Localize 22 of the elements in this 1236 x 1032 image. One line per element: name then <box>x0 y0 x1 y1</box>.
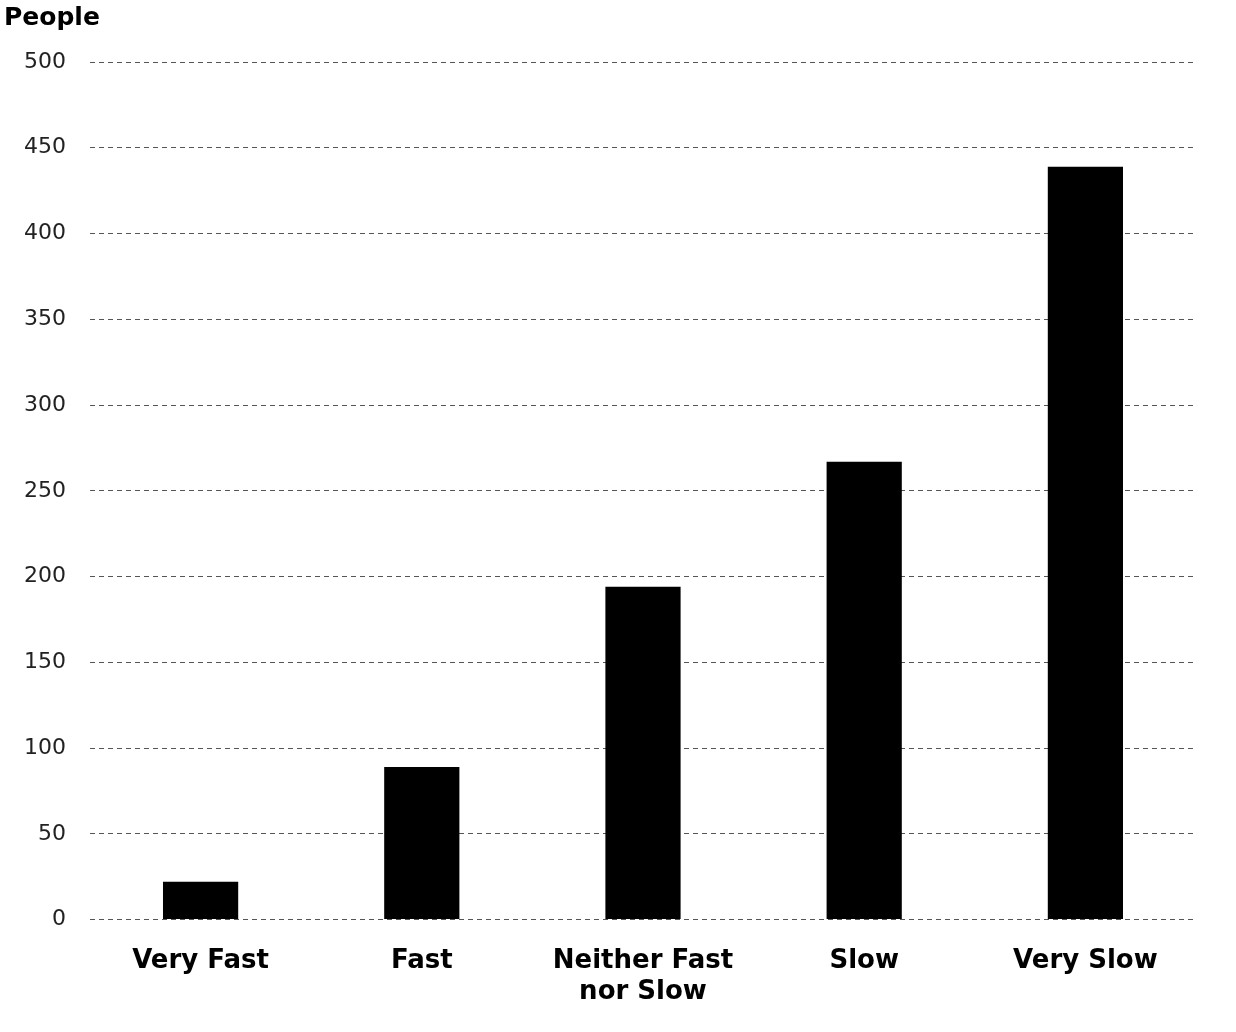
y-tick-label: 450 <box>23 133 66 159</box>
bar <box>826 461 902 920</box>
y-tick-label: 50 <box>37 819 66 845</box>
x-tick-label: Slow <box>829 943 899 974</box>
y-tick-label: 0 <box>51 905 66 931</box>
y-tick-label: 100 <box>23 733 66 759</box>
y-tick-label: 500 <box>23 47 66 73</box>
x-tick-label: Very Slow <box>1013 943 1158 974</box>
y-tick-label: 200 <box>23 562 66 588</box>
y-tick-label: 350 <box>23 305 66 330</box>
x-tick-label: Very Fast <box>132 943 270 974</box>
bar <box>384 766 460 920</box>
x-tick-label: Neither Fast nor Slow <box>552 943 734 1006</box>
x-tick-label: Fast <box>390 943 453 974</box>
bar <box>605 586 681 920</box>
bar <box>1047 166 1123 920</box>
y-tick-label: 150 <box>23 648 66 674</box>
y-tick-label: 400 <box>23 219 66 245</box>
y-tick-label: 300 <box>23 390 66 416</box>
bar <box>162 881 239 920</box>
y-axis-title: People <box>4 2 100 31</box>
y-tick-label: 250 <box>23 476 66 502</box>
